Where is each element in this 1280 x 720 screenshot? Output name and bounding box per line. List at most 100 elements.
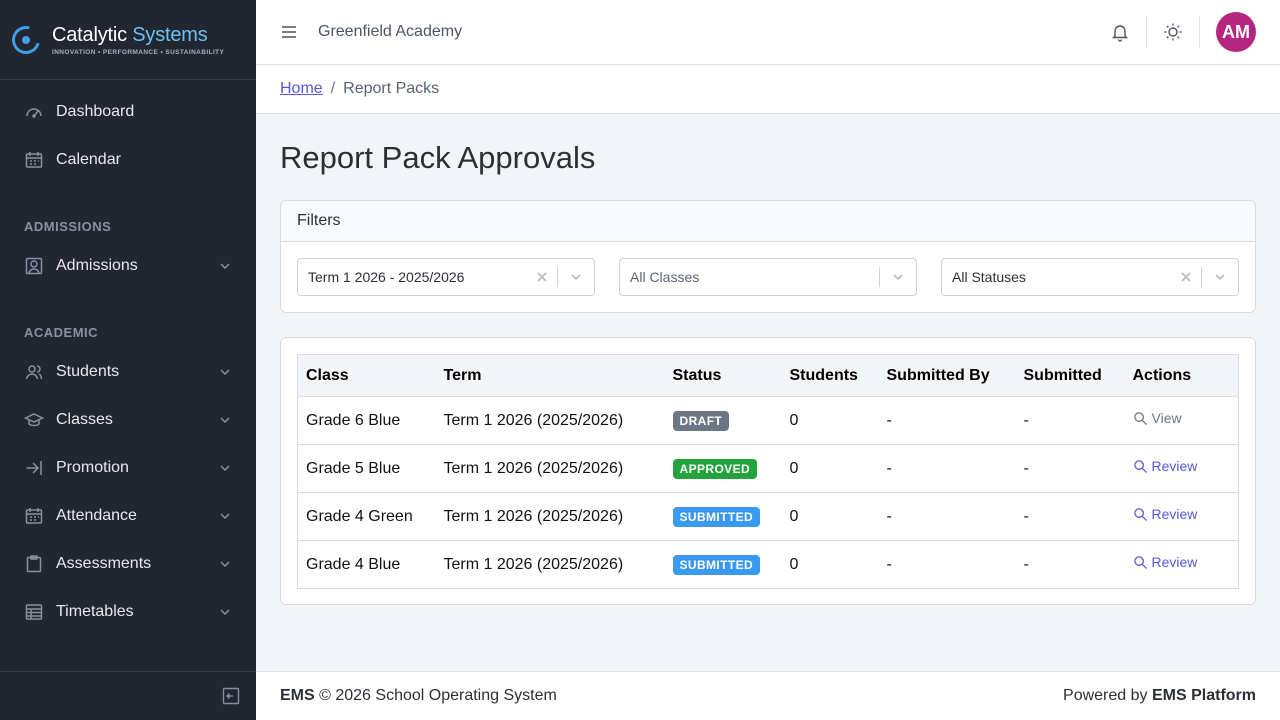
column-header-submitted: Submitted	[1015, 354, 1125, 397]
sidebar-item-attendance[interactable]: Attendance	[0, 492, 256, 540]
brand-logo-icon	[6, 20, 46, 59]
school-icon	[24, 410, 44, 430]
view-button[interactable]: View	[1133, 410, 1182, 426]
clipboard-icon	[24, 554, 44, 574]
search-icon	[1133, 411, 1147, 425]
menu-toggle-icon[interactable]	[280, 23, 298, 41]
filters-header: Filters	[281, 201, 1255, 242]
term-select-value: Term 1 2026 - 2025/2026	[308, 269, 465, 285]
cell-submitted-by: -	[878, 492, 1016, 541]
top-header: Greenfield Academy AM	[256, 0, 1280, 65]
column-header-term: Term	[435, 354, 665, 397]
cell-students: 0	[781, 540, 879, 589]
cell-submitted: -	[1015, 396, 1125, 445]
status-badge: SUBMITTED	[672, 506, 761, 527]
sidebar-item-promotion[interactable]: Promotion	[0, 444, 256, 492]
sidebar-item-assessments[interactable]: Assessments	[0, 540, 256, 588]
status-badge: SUBMITTED	[672, 554, 761, 575]
cell-class: Grade 4 Green	[297, 492, 436, 541]
status-badge: APPROVED	[672, 458, 758, 479]
column-header-class: Class	[297, 354, 436, 397]
chevron-down-icon	[220, 609, 230, 616]
cell-students: 0	[781, 444, 879, 493]
table-row: Grade 4 Green Term 1 2026 (2025/2026) SU…	[297, 492, 1239, 541]
class-select-placeholder: All Classes	[630, 269, 700, 285]
search-icon	[1133, 507, 1147, 521]
cell-submitted: -	[1015, 444, 1125, 493]
cell-submitted: -	[1015, 492, 1125, 541]
search-icon	[1133, 555, 1147, 569]
table-row: Grade 5 Blue Term 1 2026 (2025/2026) APP…	[297, 444, 1239, 493]
column-header-students: Students	[781, 354, 879, 397]
user-square-icon	[24, 256, 44, 276]
footer-copyright: EMS © 2026 School Operating System	[280, 687, 557, 704]
nav-section-title: ACADEMIC	[24, 325, 99, 340]
organization-name: Greenfield Academy	[318, 23, 463, 40]
chevron-down-icon	[220, 561, 230, 568]
review-button[interactable]: Review	[1133, 458, 1197, 474]
chevron-down-icon	[220, 369, 230, 376]
status-select[interactable]: All Statuses	[941, 258, 1239, 296]
nav-section-title: ADMISSIONS	[24, 219, 112, 234]
cell-class: Grade 5 Blue	[297, 444, 436, 493]
term-select[interactable]: Term 1 2026 - 2025/2026	[297, 258, 595, 296]
sun-icon[interactable]	[1163, 22, 1183, 42]
breadcrumb-separator: /	[330, 80, 336, 97]
cell-term: Term 1 2026 (2025/2026)	[435, 444, 665, 493]
cell-students: 0	[781, 492, 879, 541]
chevron-down-icon	[220, 513, 230, 520]
cell-submitted-by: -	[878, 444, 1016, 493]
sidebar-item-admissions[interactable]: Admissions	[0, 242, 256, 290]
report-packs-table: Class Term Status Students Submitted By …	[297, 354, 1239, 589]
clear-icon[interactable]	[535, 270, 549, 284]
cell-term: Term 1 2026 (2025/2026)	[435, 540, 665, 589]
chevron-down-icon	[220, 465, 230, 472]
sidebar-nav: Dashboard Calendar ADMISSIONS Admissions…	[0, 80, 256, 636]
speedometer-icon	[24, 102, 44, 122]
chevron-down-icon[interactable]	[880, 270, 916, 284]
chevron-down-icon[interactable]	[1202, 270, 1238, 284]
class-select[interactable]: All Classes	[619, 258, 917, 296]
sidebar-item-classes[interactable]: Classes	[0, 396, 256, 444]
chevron-down-icon[interactable]	[558, 270, 594, 284]
table-row: Grade 6 Blue Term 1 2026 (2025/2026) DRA…	[297, 396, 1239, 445]
avatar[interactable]: AM	[1216, 12, 1256, 52]
status-badge: DRAFT	[672, 410, 730, 431]
calendar-icon	[24, 150, 44, 170]
clear-icon[interactable]	[1179, 270, 1193, 284]
filters-card: Filters Term 1 2026 - 2025/2026 All Clas…	[280, 200, 1256, 313]
sidebar-footer	[0, 671, 256, 720]
breadcrumb: Home / Report Packs	[256, 65, 1280, 114]
sidebar: Catalytic Systems INNOVATION • PERFORMAN…	[0, 0, 256, 720]
page-title: Report Pack Approvals	[280, 140, 596, 175]
sidebar-item-calendar[interactable]: Calendar	[0, 136, 256, 184]
cell-class: Grade 6 Blue	[297, 396, 436, 445]
breadcrumb-home-link[interactable]: Home	[280, 80, 323, 97]
arrow-right-icon	[24, 458, 44, 478]
review-button[interactable]: Review	[1133, 506, 1197, 522]
footer-powered-by: Powered by EMS Platform	[1063, 687, 1256, 704]
review-button[interactable]: Review	[1133, 554, 1197, 570]
table-row: Grade 4 Blue Term 1 2026 (2025/2026) SUB…	[297, 540, 1239, 589]
cell-submitted-by: -	[878, 396, 1016, 445]
cell-class: Grade 4 Blue	[297, 540, 436, 589]
brand[interactable]: Catalytic Systems INNOVATION • PERFORMAN…	[0, 0, 256, 80]
column-header-submitted-by: Submitted By	[878, 354, 1016, 397]
table-header-row: Class Term Status Students Submitted By …	[297, 354, 1239, 397]
bell-icon[interactable]	[1110, 22, 1130, 42]
cell-term: Term 1 2026 (2025/2026)	[435, 396, 665, 445]
people-icon	[24, 362, 44, 382]
brand-tagline: INNOVATION • PERFORMANCE • SUSTAINABILIT…	[52, 48, 225, 56]
cell-students: 0	[781, 396, 879, 445]
report-packs-card: Class Term Status Students Submitted By …	[280, 337, 1256, 605]
sidebar-item-students[interactable]: Students	[0, 348, 256, 396]
column-header-actions: Actions	[1124, 354, 1239, 397]
sidebar-item-timetables[interactable]: Timetables	[0, 588, 256, 636]
calendar-check-icon	[24, 506, 44, 526]
header-divider	[1199, 16, 1200, 48]
cell-term: Term 1 2026 (2025/2026)	[435, 492, 665, 541]
sidebar-item-dashboard[interactable]: Dashboard	[0, 88, 256, 136]
sidebar-collapse-icon[interactable]	[222, 687, 240, 705]
chevron-down-icon	[220, 263, 230, 270]
cell-submitted-by: -	[878, 540, 1016, 589]
